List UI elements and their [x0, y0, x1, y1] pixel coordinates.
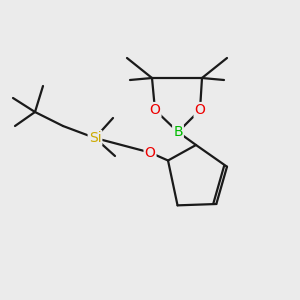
- Text: O: O: [195, 103, 206, 117]
- Text: O: O: [145, 146, 155, 160]
- Text: O: O: [150, 103, 160, 117]
- Text: Si: Si: [89, 131, 101, 145]
- Text: B: B: [173, 125, 183, 139]
